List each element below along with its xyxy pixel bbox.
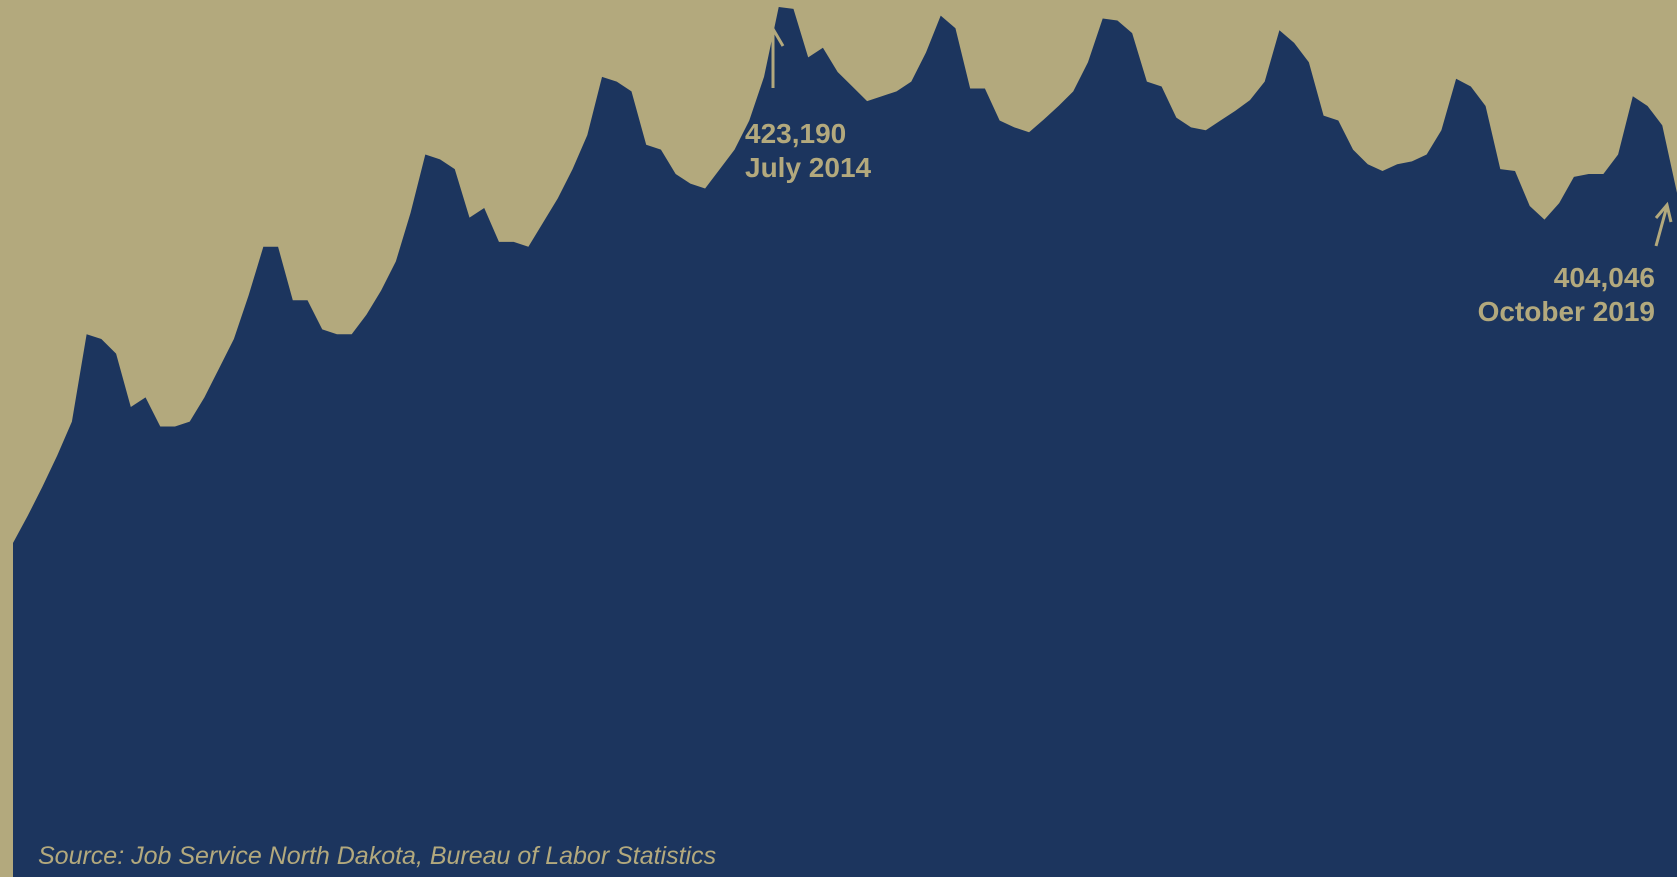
employment-area — [13, 7, 1677, 877]
annotations: 423,190 July 2014 404,046 October 2019 — [745, 26, 1673, 327]
latest-value-label: 404,046 — [1554, 262, 1655, 293]
latest-annotation: 404,046 October 2019 — [1478, 201, 1673, 327]
latest-arrow-head — [1654, 201, 1673, 223]
latest-arrow-icon — [1654, 205, 1669, 247]
source-note: Source: Job Service North Dakota, Bureau… — [38, 842, 716, 870]
peak-value-label: 423,190 — [745, 118, 846, 149]
peak-annotation: 423,190 July 2014 — [745, 26, 872, 183]
peak-date-label: July 2014 — [745, 152, 872, 183]
latest-date-label: October 2019 — [1478, 296, 1655, 327]
peak-arrow-head — [761, 26, 785, 47]
